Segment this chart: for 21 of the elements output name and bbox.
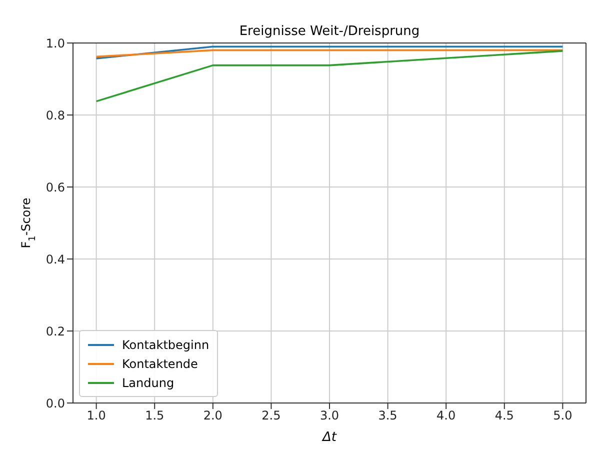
x-axis-title: Δt xyxy=(322,430,338,445)
legend-label: Kontaktende xyxy=(122,356,198,370)
y-tick-label: 1.0 xyxy=(46,36,65,50)
chart-title: Ereignisse Weit-/Dreisprung xyxy=(239,24,420,39)
y-tick-label: 0.8 xyxy=(46,108,65,122)
x-tick-label: 2.5 xyxy=(262,408,281,423)
y-tick-label: 0.0 xyxy=(46,396,65,410)
x-tick-label: 2.0 xyxy=(203,408,222,423)
x-tick-label: 3.5 xyxy=(378,408,398,423)
y-tick-label: 0.2 xyxy=(46,324,65,338)
legend-label: Landung xyxy=(122,376,174,390)
x-tick-label: 4.0 xyxy=(436,408,456,423)
y-tick-label: 0.4 xyxy=(46,252,65,266)
legend-label: Kontaktbeginn xyxy=(122,338,210,352)
line-series xyxy=(95,50,564,102)
x-tick-label: 1.0 xyxy=(86,408,106,423)
x-tick-label: 4.5 xyxy=(494,408,514,423)
x-tick-label: 1.5 xyxy=(145,408,164,423)
y-tick-label: 0.6 xyxy=(46,180,65,194)
x-tick-label: 5.0 xyxy=(553,408,572,423)
x-tick-label: 3.0 xyxy=(320,408,340,423)
